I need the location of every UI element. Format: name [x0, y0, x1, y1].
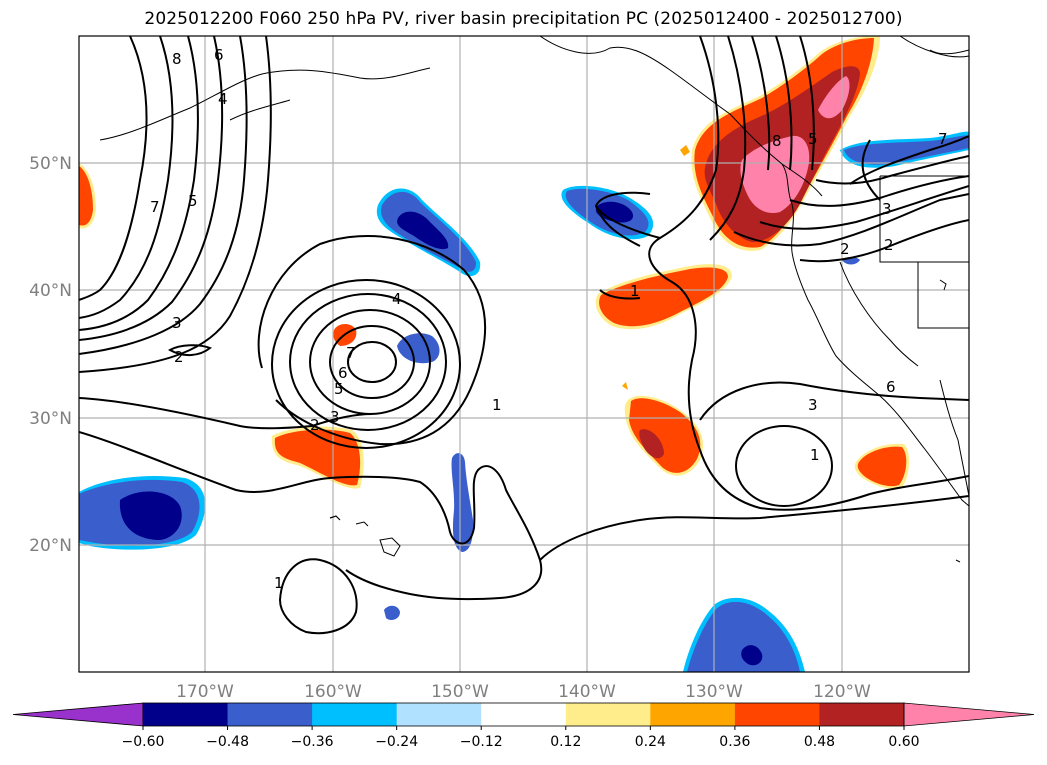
lon-label: 140°W: [558, 682, 616, 702]
lat-label: 40°N: [29, 281, 72, 301]
colorbar-tick-label: −0.36: [291, 734, 334, 750]
colorbar-segment: [143, 703, 229, 726]
lat-label: 30°N: [29, 409, 72, 429]
pv-contour-label: 6: [214, 46, 224, 64]
pv-contour-label: 3: [172, 314, 182, 332]
colorbar: −0.60 −0.48 −0.36 −0.24 −0.12 0.12 0.24 0.36 0.4…: [12, 702, 1035, 750]
colorbar-extend-min: [12, 702, 144, 727]
colorbar-tick-label: 0.60: [888, 734, 919, 750]
pv-contour-label: 3: [330, 408, 340, 426]
colorbar-segment: [819, 703, 905, 726]
pv-contour-label: 3: [808, 396, 818, 414]
pv-contour-label: 4: [392, 290, 402, 308]
pv-contour-label: 5: [188, 192, 198, 210]
lon-label: 120°W: [813, 682, 871, 702]
colorbar-segment: [734, 703, 820, 726]
pv-contour-label: 2: [310, 416, 320, 434]
pv-contour-label: 5: [334, 380, 344, 398]
coastlines: [99, 36, 969, 563]
colorbar-segment: [650, 703, 736, 726]
colorbar-segment: [312, 703, 398, 726]
pv-contour-label: 2: [884, 236, 894, 254]
pv-contour-labels: 8 6 4 7 5 3 2 4 7 6 5 3 2 1 1 1 6 8 5 3 …: [150, 46, 948, 592]
colorbar-border: [142, 702, 905, 727]
pv-contour-label: 1: [492, 396, 502, 414]
colorbar-segment: [565, 703, 651, 726]
pv-contour-label: 7: [346, 344, 356, 362]
colorbar-extend-max: [903, 702, 1035, 727]
pv-contour-label: 8: [772, 132, 782, 150]
pv-contour-label: 7: [938, 130, 948, 148]
colorbar-tick-label: −0.24: [375, 734, 418, 750]
colorbar-tick-label: 0.24: [635, 734, 666, 750]
pv-contour-label: 8: [172, 50, 182, 68]
pv-contour-label: 5: [808, 130, 818, 148]
lat-label: 20°N: [29, 536, 72, 556]
pv-contour-label: 1: [630, 282, 640, 300]
colorbar-tick-label: −0.12: [460, 734, 503, 750]
pv-contour-label: 4: [218, 90, 228, 108]
lat-label: 50°N: [29, 154, 72, 174]
pv-contour-label: 1: [274, 574, 284, 592]
colorbar-tick-label: −0.60: [122, 734, 165, 750]
pv-contour-label: 2: [174, 348, 184, 366]
lon-label: 130°W: [685, 682, 743, 702]
pv-contour-label: 2: [840, 240, 850, 258]
pv-contour-label: 3: [882, 200, 892, 218]
pv-contours: [79, 36, 969, 635]
pv-contour-label: 6: [338, 364, 348, 382]
map-title: 2025012200 F060 250 hPa PV, river basin …: [144, 9, 903, 29]
pv-contour-label: 7: [150, 198, 160, 216]
colorbar-segment: [227, 703, 313, 726]
map-border: [78, 35, 970, 673]
lon-label: 160°W: [304, 682, 362, 702]
latitude-labels: 50°N 40°N 30°N 20°N: [29, 154, 72, 556]
lon-label: 150°W: [431, 682, 489, 702]
pv-contour-label: 1: [810, 446, 820, 464]
colorbar-segment: [481, 703, 567, 726]
lon-label: 170°W: [176, 682, 234, 702]
colorbar-tick-label: 0.12: [550, 734, 581, 750]
colorbar-tick-label: −0.48: [206, 734, 249, 750]
colorbar-tick-label: 0.36: [719, 734, 750, 750]
colorbar-tick-label: 0.48: [804, 734, 835, 750]
longitude-labels: 170°W 160°W 150°W 140°W 130°W 120°W: [176, 682, 871, 702]
pv-contour-label: 6: [886, 378, 896, 396]
graticule: [79, 36, 969, 672]
colorbar-segment: [396, 703, 482, 726]
